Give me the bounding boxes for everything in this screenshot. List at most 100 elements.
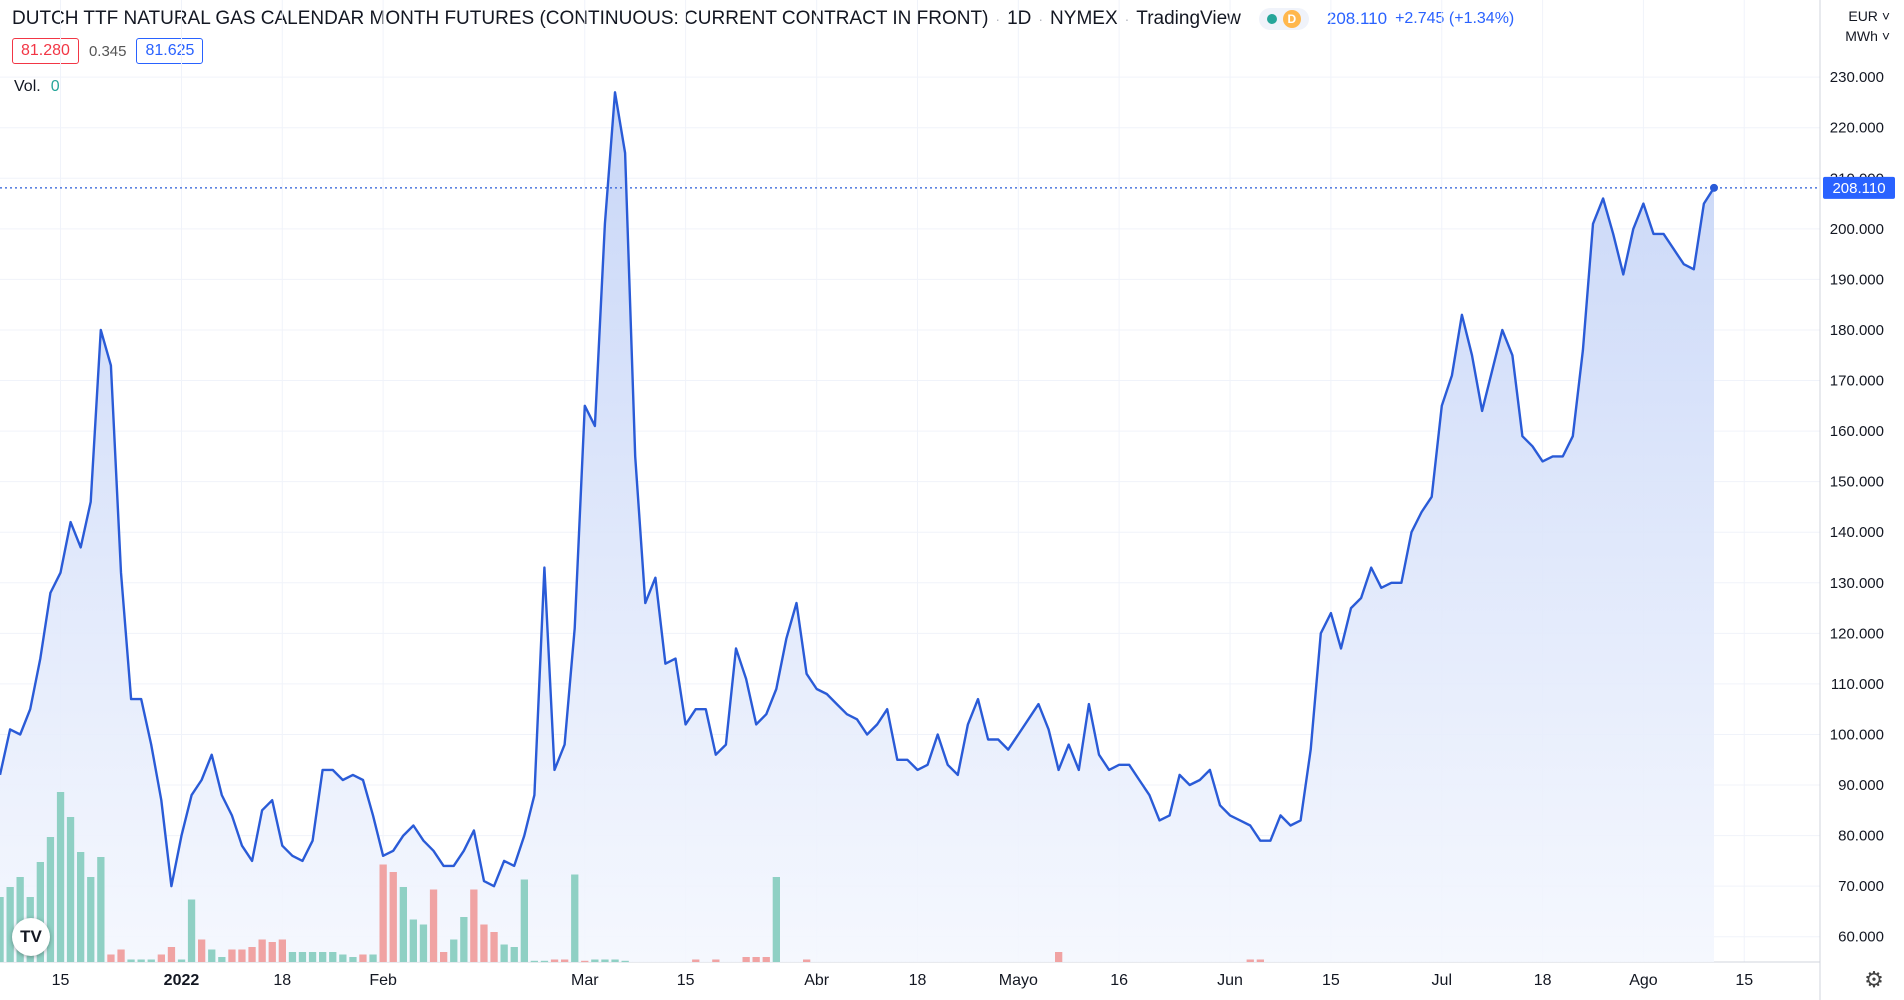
volume-bar bbox=[530, 960, 538, 963]
volume-bar bbox=[399, 887, 407, 962]
volume-bar bbox=[198, 939, 206, 962]
y-tick-label: 160.000 bbox=[1830, 423, 1884, 440]
y-tick-label: 120.000 bbox=[1830, 625, 1884, 642]
volume-value: 0 bbox=[50, 78, 60, 95]
market-status-pill[interactable]: D bbox=[1258, 8, 1309, 30]
volume-bar bbox=[339, 954, 347, 962]
x-tick-label: 18 bbox=[1534, 972, 1552, 989]
x-tick-label: Mar bbox=[571, 972, 599, 989]
volume-bar bbox=[1256, 959, 1264, 962]
volume-bar bbox=[308, 952, 317, 962]
gear-icon[interactable]: ⚙ bbox=[1864, 967, 1884, 992]
sell-price-button[interactable]: 81.280 bbox=[12, 38, 79, 64]
volume-bar bbox=[147, 959, 155, 962]
unit-label: MWh bbox=[1845, 28, 1878, 44]
x-tick-label: Feb bbox=[369, 972, 397, 989]
volume-bar bbox=[510, 947, 518, 962]
volume-bar bbox=[77, 852, 85, 962]
volume-bar bbox=[66, 817, 75, 962]
volume-bar bbox=[268, 942, 276, 962]
exchange-label: NYMEX bbox=[1050, 8, 1118, 29]
volume-bar bbox=[409, 919, 417, 962]
symbol-title[interactable]: DUTCH TTF NATURAL GAS CALENDAR MONTH FUT… bbox=[12, 8, 989, 29]
volume-bar bbox=[379, 864, 387, 962]
buy-price-button[interactable]: 81.625 bbox=[136, 38, 204, 64]
volume-bar bbox=[440, 952, 448, 962]
market-open-dot-icon bbox=[1266, 14, 1277, 24]
volume-bar bbox=[359, 954, 367, 962]
volume-bar bbox=[621, 960, 629, 963]
spread-value: 0.345 bbox=[88, 42, 127, 60]
volume-bar bbox=[319, 952, 327, 962]
volume-bar bbox=[752, 957, 760, 962]
y-tick-label: 90.000 bbox=[1838, 777, 1884, 794]
x-tick-label: 15 bbox=[52, 972, 70, 989]
volume-bar bbox=[117, 949, 125, 962]
currency-unit-selector[interactable]: EUR ˅ MWh ˅ bbox=[1845, 6, 1890, 46]
volume-bar bbox=[177, 959, 186, 962]
volume-bar bbox=[581, 960, 589, 963]
volume-bar bbox=[480, 924, 488, 962]
volume-bar bbox=[1055, 952, 1063, 962]
y-tick-label: 60.000 bbox=[1838, 929, 1884, 946]
y-tick-label: 230.000 bbox=[1830, 69, 1884, 86]
y-tick-label: 110.000 bbox=[1831, 676, 1884, 693]
x-tick-label: 16 bbox=[1110, 972, 1128, 989]
y-tick-label: 130.000 bbox=[1830, 575, 1884, 592]
volume-bar bbox=[772, 877, 780, 962]
volume-bar bbox=[137, 959, 145, 962]
x-tick-label: 15 bbox=[1322, 972, 1340, 989]
y-tick-label: 170.000 bbox=[1830, 373, 1884, 390]
volume-bar bbox=[561, 959, 569, 962]
x-tick-label: Jul bbox=[1432, 972, 1452, 989]
price-change: +2.745 (+1.34%) bbox=[1395, 10, 1515, 27]
x-tick-label: Mayo bbox=[999, 972, 1038, 989]
volume-bar bbox=[762, 957, 770, 962]
volume-bar bbox=[228, 949, 236, 962]
volume-bar bbox=[288, 952, 297, 962]
volume-bar bbox=[490, 932, 498, 962]
y-tick-label: 200.000 bbox=[1830, 221, 1884, 238]
tradingview-logo-icon[interactable]: TV bbox=[12, 918, 50, 956]
volume-bar bbox=[742, 957, 750, 962]
volume-bar bbox=[470, 889, 478, 962]
chart-header: DUTCH TTF NATURAL GAS CALENDAR MONTH FUT… bbox=[12, 6, 1514, 32]
volume-legend[interactable]: Vol. 0 bbox=[14, 78, 60, 96]
x-tick-label: 18 bbox=[909, 972, 927, 989]
x-tick-label: Abr bbox=[804, 972, 830, 989]
volume-bar bbox=[87, 877, 95, 962]
volume-bar bbox=[97, 857, 105, 962]
volume-bar bbox=[238, 949, 246, 962]
y-tick-label: 100.000 bbox=[1830, 726, 1884, 743]
y-tick-label: 210.000 bbox=[1830, 170, 1884, 187]
y-tick-label: 220.000 bbox=[1830, 120, 1884, 137]
x-tick-label: Ago bbox=[1629, 972, 1658, 989]
volume-bar bbox=[450, 939, 458, 962]
interval-label[interactable]: 1D bbox=[1007, 8, 1032, 29]
volume-bar bbox=[1246, 959, 1254, 962]
delayed-badge: D bbox=[1282, 10, 1301, 28]
source-label: TradingView bbox=[1136, 8, 1241, 29]
x-tick-label: 18 bbox=[273, 972, 291, 989]
volume-bar bbox=[329, 952, 337, 962]
bid-ask-row: 81.280 0.345 81.625 bbox=[12, 38, 204, 64]
volume-bar bbox=[127, 959, 135, 962]
volume-bar bbox=[6, 887, 14, 962]
last-price-marker bbox=[1710, 183, 1718, 192]
chevron-down-icon: ˅ bbox=[1881, 8, 1890, 24]
volume-bar bbox=[611, 959, 619, 962]
volume-bar bbox=[571, 874, 579, 962]
volume-bar bbox=[369, 954, 377, 962]
volume-bar bbox=[429, 889, 438, 962]
volume-bar bbox=[157, 954, 165, 962]
chevron-down-icon: ˅ bbox=[1881, 28, 1890, 44]
volume-bar bbox=[550, 959, 559, 962]
y-tick-label: 150.000 bbox=[1830, 474, 1884, 491]
volume-bar bbox=[460, 917, 468, 962]
price-line bbox=[0, 91, 1716, 888]
y-tick-label: 190.000 bbox=[1830, 271, 1884, 288]
volume-bar bbox=[540, 960, 549, 963]
volume-bar bbox=[349, 957, 357, 962]
